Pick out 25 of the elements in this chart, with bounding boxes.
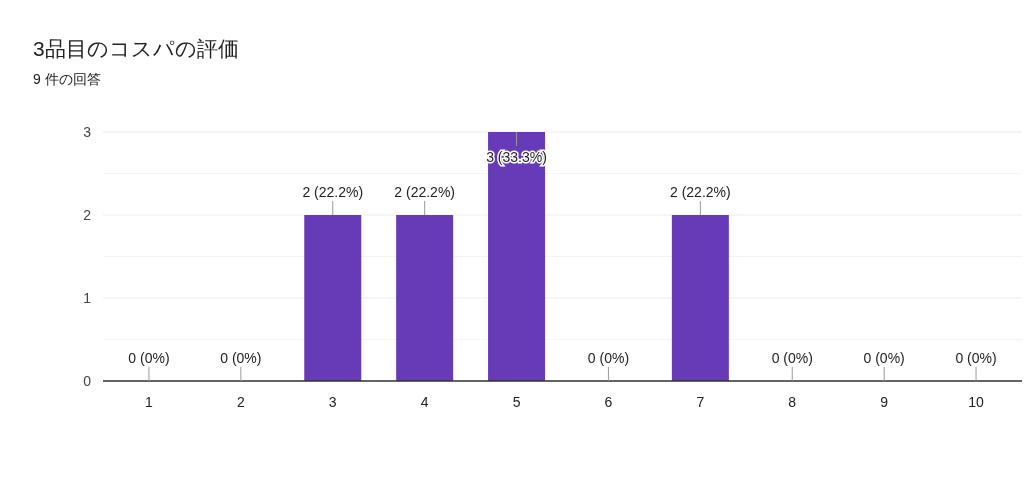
x-tick-label: 1 bbox=[145, 394, 154, 410]
chart-title: 3品目のコスパの評価 bbox=[33, 37, 239, 60]
x-tick-label: 5 bbox=[512, 394, 521, 410]
y-tick-label: 1 bbox=[83, 290, 92, 306]
y-tick-label: 3 bbox=[83, 124, 92, 140]
data-label: 0 (0%) bbox=[863, 350, 905, 366]
x-tick-label: 8 bbox=[788, 394, 797, 410]
x-tick-label: 7 bbox=[696, 394, 705, 410]
x-tick-label: 4 bbox=[420, 394, 429, 410]
x-tick-label: 10 bbox=[968, 394, 985, 410]
data-label: 0 (0%) bbox=[771, 350, 813, 366]
data-label: 0 (0%) bbox=[587, 350, 630, 366]
data-label: 0 (0%) bbox=[220, 350, 262, 366]
x-tick-label: 9 bbox=[880, 394, 889, 410]
data-label: 2 (22.2%) bbox=[394, 184, 455, 200]
data-label: 0 (0%) bbox=[955, 350, 997, 366]
chart-subtitle: 9 件の回答 bbox=[33, 71, 101, 87]
x-tick-label: 2 bbox=[236, 394, 245, 410]
data-label: 2 (22.2%) bbox=[670, 184, 731, 200]
x-tick-label: 6 bbox=[604, 394, 613, 410]
data-label: 2 (22.2%) bbox=[302, 184, 364, 200]
x-tick-label: 3 bbox=[328, 394, 337, 410]
y-tick-label: 0 bbox=[83, 373, 92, 389]
data-label: 0 (0%) bbox=[128, 350, 170, 366]
y-tick-label: 2 bbox=[83, 207, 92, 223]
